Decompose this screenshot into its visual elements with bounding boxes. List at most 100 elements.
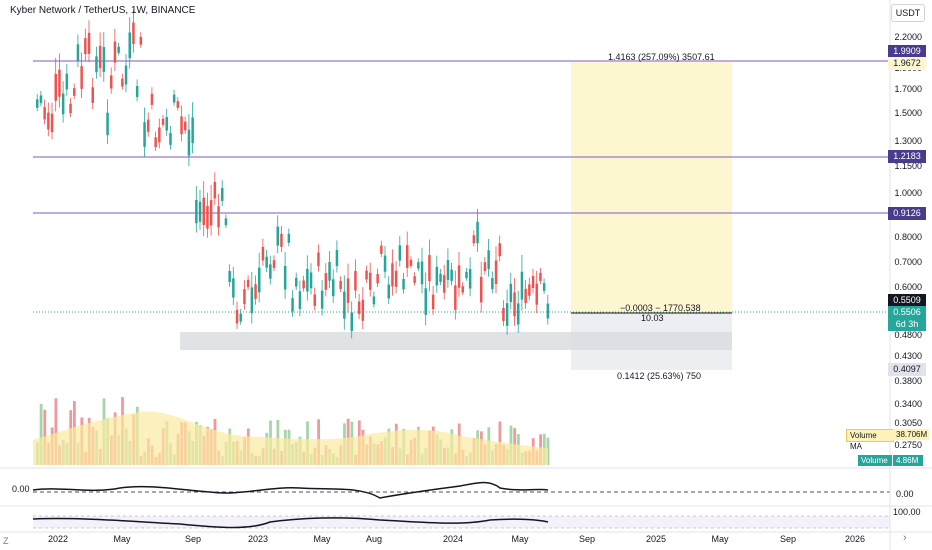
candle xyxy=(84,38,87,55)
candle xyxy=(121,78,124,87)
candle xyxy=(457,265,461,288)
candle xyxy=(472,235,476,244)
time-tick: Sep xyxy=(578,534,596,544)
osc1-right-value: 0.00 xyxy=(896,489,914,499)
stop-badge: 0.4097 xyxy=(888,363,926,376)
candle xyxy=(224,218,228,226)
symbol-title: Kyber Network / TetherUS, 1W, BINANCE xyxy=(10,5,196,16)
candle xyxy=(383,255,387,272)
candle xyxy=(369,272,372,290)
candle xyxy=(47,112,50,130)
candle xyxy=(517,303,520,325)
chevron-right-icon[interactable]: › xyxy=(903,532,907,544)
time-tick: Sep xyxy=(779,534,797,544)
candle xyxy=(306,268,309,292)
candle xyxy=(91,87,94,103)
candle xyxy=(380,245,383,254)
candle xyxy=(261,246,265,261)
price-tick: 1.0000 xyxy=(894,188,922,198)
candle xyxy=(365,270,368,280)
candle xyxy=(542,283,546,291)
candle xyxy=(313,294,316,306)
candle xyxy=(180,116,183,135)
price-tick: 0.3400 xyxy=(894,399,922,409)
candle xyxy=(424,288,427,315)
candle xyxy=(198,201,202,222)
candle xyxy=(339,280,342,289)
candle xyxy=(184,121,187,131)
candle xyxy=(239,313,242,322)
candle xyxy=(468,269,472,289)
time-tick: 2023 xyxy=(247,534,269,544)
candle xyxy=(417,262,420,269)
price-tick: 0.3050 xyxy=(894,418,922,428)
candle xyxy=(320,290,324,309)
candle xyxy=(50,113,54,133)
candle xyxy=(61,93,65,115)
time-tick: 2022 xyxy=(47,534,69,544)
candle xyxy=(335,250,339,267)
candle xyxy=(43,107,46,120)
candle xyxy=(431,294,435,310)
candle xyxy=(187,129,191,156)
candle xyxy=(354,270,357,291)
candle xyxy=(250,287,254,314)
candle xyxy=(402,279,405,290)
volume-ma-area xyxy=(33,411,548,465)
candle xyxy=(357,301,361,315)
candle xyxy=(246,279,250,288)
candle xyxy=(106,112,109,136)
candle xyxy=(209,200,213,226)
candle xyxy=(124,65,128,85)
price-tick: 1.3000 xyxy=(894,136,922,146)
level-badge-1: 1.9909 xyxy=(888,45,926,58)
candle xyxy=(232,278,235,298)
candle xyxy=(206,206,209,229)
candle xyxy=(328,262,331,281)
candle xyxy=(398,245,402,261)
candle xyxy=(69,103,72,114)
candle xyxy=(213,182,217,199)
candle xyxy=(191,117,194,143)
price-tick: 1.1500 xyxy=(894,161,922,171)
candle xyxy=(454,285,457,310)
candle xyxy=(65,73,69,90)
candle xyxy=(269,264,272,279)
candle xyxy=(172,94,176,103)
price-tick: 1.5000 xyxy=(894,108,922,118)
candle xyxy=(58,69,61,97)
currency-button[interactable]: USDT xyxy=(891,4,925,22)
candle xyxy=(113,41,117,63)
footer-z-button[interactable]: Z xyxy=(3,536,9,546)
candle xyxy=(439,273,442,282)
time-tick: May xyxy=(313,534,331,544)
candle xyxy=(110,75,113,89)
time-tick: May xyxy=(711,534,729,544)
candle xyxy=(483,262,487,272)
countdown-badge: 6d 3h xyxy=(888,318,926,331)
candle xyxy=(154,137,157,148)
candle xyxy=(158,127,161,143)
candle xyxy=(87,32,91,54)
candle xyxy=(528,284,531,296)
candle xyxy=(387,284,390,299)
candle xyxy=(298,291,302,309)
time-tick: 2026 xyxy=(844,534,866,544)
volume-bar xyxy=(54,398,58,465)
candle xyxy=(372,296,376,305)
candle xyxy=(502,307,505,321)
candle xyxy=(235,309,239,324)
candle xyxy=(428,255,431,282)
candle xyxy=(420,261,424,285)
candle xyxy=(265,256,268,268)
candle xyxy=(221,188,224,201)
candle xyxy=(487,250,490,270)
ratio-label: 10.03 xyxy=(641,313,664,323)
candle xyxy=(361,299,365,321)
candle xyxy=(102,47,106,72)
candle xyxy=(135,86,139,98)
candle xyxy=(36,99,39,108)
candle xyxy=(195,199,198,224)
